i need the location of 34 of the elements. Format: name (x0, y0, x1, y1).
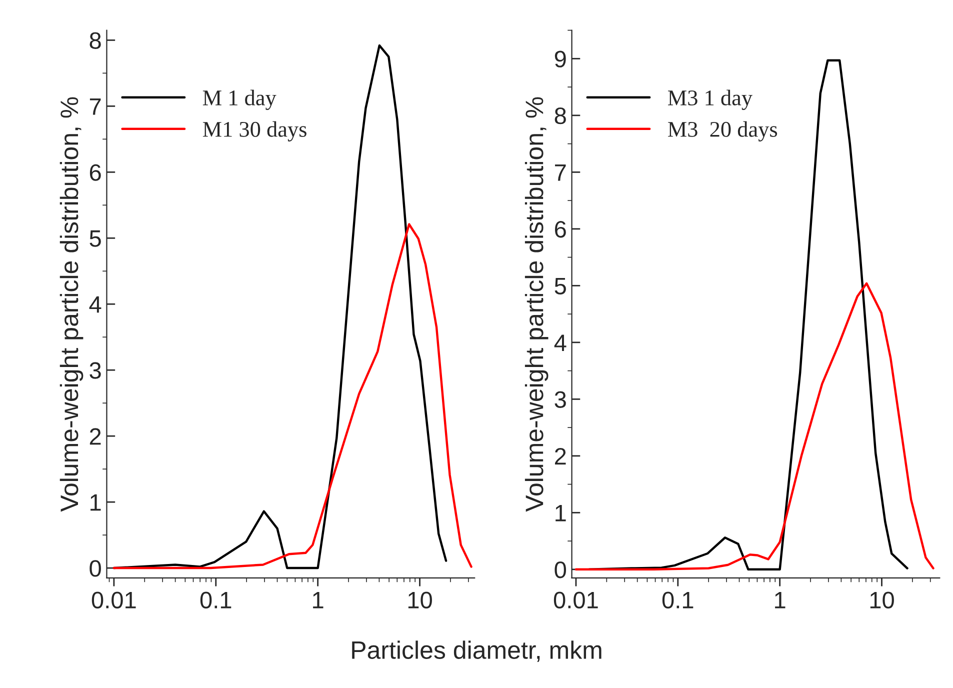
x-tick-label: 0.1 (662, 592, 694, 608)
x-tick-label: 10 (870, 592, 894, 608)
y-tick-label: 8 (554, 107, 566, 124)
y-tick-label: 3 (90, 362, 101, 379)
y-tick-label: 5 (90, 230, 101, 247)
legend-label: M1 30 days (202, 121, 306, 142)
y-tick-label: 5 (554, 278, 566, 294)
x-tick-label: 0.01 (92, 592, 136, 608)
y-tick-label: 0 (90, 560, 101, 577)
y-tick-label: 4 (89, 296, 102, 313)
x-axis-title: Particles diametr, mkm (352, 640, 602, 662)
y-tick-label: 1 (90, 494, 101, 511)
y-tick-label: 1 (556, 504, 566, 522)
y-tick-label: 6 (90, 164, 101, 181)
y-axis-title: Volume-weight particle distribution, % (524, 97, 548, 512)
y-axis-title: Volume-weight particle distribution, % (60, 97, 84, 512)
y-tick-label: 7 (90, 98, 101, 115)
legend-label: M 1 day (202, 90, 276, 110)
y-tick-label: 4 (554, 334, 566, 351)
y-tick-label: 2 (554, 448, 566, 464)
y-tick-label: 0 (554, 561, 566, 578)
y-tick-label: 3 (554, 391, 566, 408)
y-tick-label: 6 (555, 220, 566, 238)
y-tick-label: 2 (90, 428, 101, 445)
y-tick-label: 8 (90, 32, 101, 49)
x-tick-label: 1 (775, 592, 786, 608)
x-tick-label: 10 (408, 592, 432, 608)
y-tick-label: 7 (555, 164, 566, 181)
x-tick-label: 0.01 (554, 592, 598, 608)
x-tick-label: 0.1 (200, 592, 232, 608)
legend-label: M3 20 days (668, 121, 778, 142)
y-tick-label: 9 (554, 50, 566, 68)
x-tick-label: 1 (313, 592, 324, 608)
legend-label: M3 1 day (668, 90, 752, 110)
